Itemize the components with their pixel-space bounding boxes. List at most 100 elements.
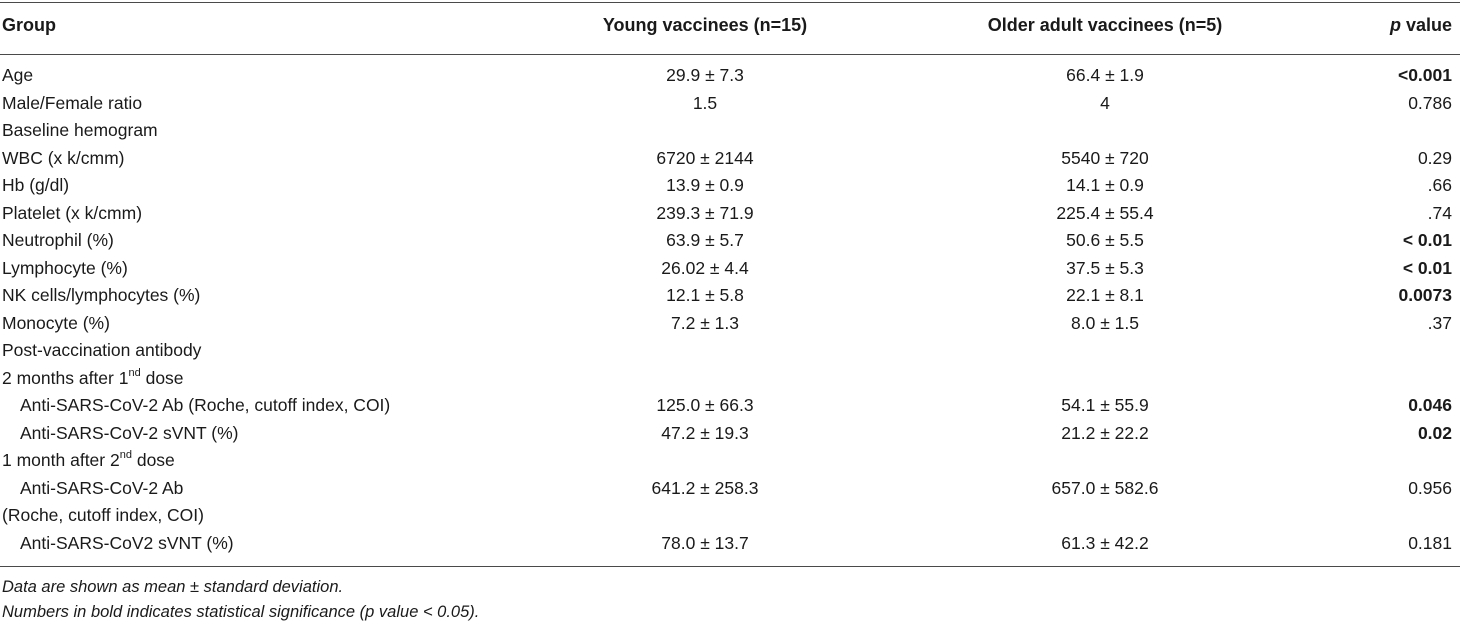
young-value: 12.1 ± 5.8 xyxy=(666,285,744,305)
bottom-rule xyxy=(0,566,1460,567)
row-label-text: Anti-SARS-CoV-2 Ab xyxy=(20,477,184,498)
table-row: Age 29.9 ± 7.3 66.4 ± 1.9 <0.001 xyxy=(0,62,1460,89)
row-label: NK cells/lymphocytes (%) xyxy=(2,282,200,309)
older-value: 61.3 ± 42.2 xyxy=(1061,532,1149,553)
table-row: WBC (x k/cmm) 6720 ± 2144 5540 ± 720 0.29 xyxy=(0,145,1460,172)
table-row: NK cells/lymphocytes (%) 12.1 ± 5.8 22.1 ±… xyxy=(0,282,1460,309)
p-value: 0.956 xyxy=(1408,477,1452,498)
header-p-value: p value xyxy=(1390,12,1452,39)
header-rule xyxy=(0,54,1460,55)
row-label: Male/Female ratio xyxy=(2,90,142,117)
older-value: 657.0 ± 582.6 xyxy=(1051,477,1159,498)
table-row: Anti-SARS-CoV-2 Ab (Roche, cutoff index,… xyxy=(0,392,1460,419)
table-row: 2 months after 1nd dose xyxy=(0,365,1460,392)
row-label-text: Baseline hemogram xyxy=(2,120,158,140)
table-row: 1 month after 2nd dose xyxy=(0,447,1460,474)
header-group: Group xyxy=(2,15,56,35)
row-label: 2 months after 1nd dose xyxy=(2,365,184,392)
row-label-text: Age xyxy=(2,65,34,85)
row-label: (Roche, cutoff index, COI) xyxy=(2,502,204,529)
header-row: Group Young vaccinees (n=15) Older adult… xyxy=(0,12,1460,39)
row-label: Lymphocyte (%) xyxy=(2,255,128,282)
row-label: Age xyxy=(2,62,33,89)
young-value: 13.9 ± 0.9 xyxy=(666,175,744,195)
young-value: 6720 ± 2144 xyxy=(656,147,754,168)
row-label: Baseline hemogram xyxy=(2,117,158,144)
table-row: Post-vaccination antibody xyxy=(0,337,1460,364)
young-value: 641.2 ± 258.3 xyxy=(651,477,759,498)
header-young: Young vaccinees (n=15) xyxy=(602,15,808,35)
p-value: .74 xyxy=(1427,202,1452,223)
table-row: Anti-SARS-CoV-2 sVNT (%) 47.2 ± 19.3 21.2 … xyxy=(0,420,1460,447)
row-label-text: Male/Female ratio xyxy=(2,92,143,113)
table-row: Anti-SARS-CoV2 sVNT (%) 78.0 ± 13.7 61.3 ±… xyxy=(0,530,1460,557)
row-label: Post-vaccination antibody xyxy=(2,337,201,364)
young-value: 47.2 ± 19.3 xyxy=(661,422,749,443)
table-row: (Roche, cutoff index, COI) xyxy=(0,502,1460,529)
row-label-text: Neutrophil (%) xyxy=(2,230,114,250)
p-value: 0.29 xyxy=(1417,147,1452,168)
row-label-text: 1 month after 2 xyxy=(2,450,120,470)
table-row: Platelet (x k/cmm) 239.3 ± 71.9 225.4 ± 55… xyxy=(0,200,1460,227)
young-value: 63.9 ± 5.7 xyxy=(666,230,744,250)
young-value: 26.02 ± 4.4 xyxy=(661,257,749,278)
older-value: 225.4 ± 55.4 xyxy=(1056,202,1154,223)
row-label: Neutrophil (%) xyxy=(2,227,114,254)
row-label-text: Platelet (x k/cmm) xyxy=(2,202,143,223)
table-row: Hb (g/dl) 13.9 ± 0.9 14.1 ± 0.9 .66 xyxy=(0,172,1460,199)
older-value: 14.1 ± 0.9 xyxy=(1066,175,1144,195)
row-label-text: Hb (g/dl) xyxy=(2,175,70,195)
row-label: Anti-SARS-CoV2 sVNT (%) xyxy=(20,530,234,557)
header-older: Older adult vaccinees (n=5) xyxy=(987,15,1223,35)
p-value: 0.046 xyxy=(1408,395,1452,415)
row-label-text: Anti-SARS-CoV-2 sVNT (%) xyxy=(20,422,239,443)
p-value: <0.001 xyxy=(1397,65,1452,85)
p-value: < 0.01 xyxy=(1402,230,1452,250)
row-label-suffix: dose xyxy=(140,367,184,388)
footnote-2: Numbers in bold indicates statistical si… xyxy=(2,603,480,621)
p-value: 0.02 xyxy=(1417,422,1452,443)
row-label: Monocyte (%) xyxy=(2,310,110,337)
older-value: 21.2 ± 22.2 xyxy=(1061,422,1149,443)
row-label-text: Anti-SARS-CoV-2 Ab (Roche, cutoff index,… xyxy=(20,395,391,415)
older-value: 50.6 ± 5.5 xyxy=(1066,230,1144,250)
table-row: Anti-SARS-CoV-2 Ab 641.2 ± 258.3 657.0 ± 5… xyxy=(0,475,1460,502)
table-row: Neutrophil (%) 63.9 ± 5.7 50.6 ± 5.5 < 0.01 xyxy=(0,227,1460,254)
row-label-text: (Roche, cutoff index, COI) xyxy=(2,505,204,525)
older-value: 5540 ± 720 xyxy=(1061,147,1149,168)
young-value: 78.0 ± 13.7 xyxy=(661,532,749,553)
row-label-text: 2 months after 1 xyxy=(2,367,129,388)
table-row: Monocyte (%) 7.2 ± 1.3 8.0 ± 1.5 .37 xyxy=(0,310,1460,337)
header-p-italic: p xyxy=(1389,15,1401,35)
p-value: .37 xyxy=(1427,312,1452,333)
young-value: 29.9 ± 7.3 xyxy=(666,65,744,85)
row-label-text: NK cells/lymphocytes (%) xyxy=(2,285,201,305)
young-value: 7.2 ± 1.3 xyxy=(671,312,739,333)
older-value: 37.5 ± 5.3 xyxy=(1066,257,1144,278)
row-label-text: Monocyte (%) xyxy=(2,312,110,333)
row-label-text: WBC (x k/cmm) xyxy=(2,147,125,168)
young-value: 1.5 xyxy=(692,92,718,113)
older-value: 8.0 ± 1.5 xyxy=(1071,312,1139,333)
row-label-suffix: dose xyxy=(131,450,175,470)
top-rule xyxy=(0,2,1460,3)
row-label: Platelet (x k/cmm) xyxy=(2,200,142,227)
older-value: 4 xyxy=(1100,92,1110,113)
older-value: 54.1 ± 55.9 xyxy=(1061,395,1149,415)
p-value: .66 xyxy=(1427,175,1452,195)
p-value: 0.786 xyxy=(1408,92,1452,113)
ordinal-superscript: nd xyxy=(119,449,132,462)
footnote-1: Data are shown as mean ± standard deviat… xyxy=(2,578,344,596)
older-value: 66.4 ± 1.9 xyxy=(1066,65,1144,85)
row-label-text: Anti-SARS-CoV2 sVNT (%) xyxy=(20,532,234,553)
table-row: Male/Female ratio 1.5 4 0.786 xyxy=(0,90,1460,117)
p-value: 0.181 xyxy=(1408,532,1452,553)
row-label-text: Post-vaccination antibody xyxy=(2,340,202,360)
row-label: Anti-SARS-CoV-2 Ab xyxy=(20,475,183,502)
row-label: Anti-SARS-CoV-2 Ab (Roche, cutoff index,… xyxy=(20,392,390,419)
table-row: Lymphocyte (%) 26.02 ± 4.4 37.5 ± 5.3 < 0.0… xyxy=(0,255,1460,282)
table-row: Baseline hemogram xyxy=(0,117,1460,144)
older-value: 22.1 ± 8.1 xyxy=(1066,285,1144,305)
young-value: 239.3 ± 71.9 xyxy=(656,202,754,223)
